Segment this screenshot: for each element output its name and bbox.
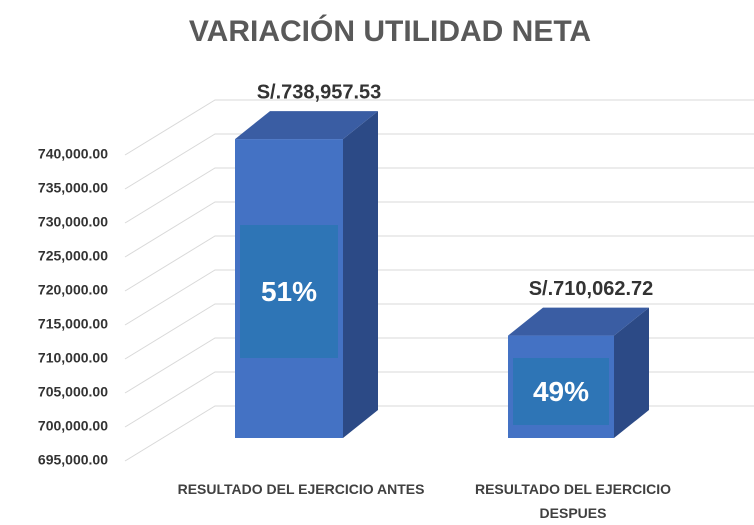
x-tick-label: RESULTADO DEL EJERCICIO ANTES <box>177 481 425 497</box>
grid-line <box>124 99 754 156</box>
value-label: S/.738,957.53 <box>257 81 382 103</box>
y-tick-label: 710,000.00 <box>38 350 108 366</box>
grid-line <box>124 371 754 428</box>
y-tick-label: 730,000.00 <box>38 214 108 230</box>
bar-top <box>508 307 649 336</box>
chart-title: VARIACIÓN UTILIDAD NETA <box>189 14 591 48</box>
x-tick-label: RESULTADO DEL EJERCICIO DESPUES <box>474 481 672 521</box>
share-box <box>513 358 609 425</box>
bar-side <box>343 111 378 438</box>
y-tick-label: 695,000.00 <box>38 452 108 468</box>
y-tick-label: 700,000.00 <box>38 418 108 434</box>
grid-line <box>124 133 754 190</box>
grid-line <box>124 167 754 224</box>
y-tick-label: 735,000.00 <box>38 180 108 196</box>
share-label: 51% <box>261 276 317 307</box>
bar-side <box>614 307 649 438</box>
grid-line <box>124 269 754 326</box>
y-tick-label: 705,000.00 <box>38 384 108 400</box>
y-tick-label: 740,000.00 <box>38 146 108 162</box>
grid-line <box>124 405 754 462</box>
share-label: 49% <box>533 376 589 407</box>
grid-line <box>124 235 754 292</box>
y-tick-label: 715,000.00 <box>38 316 108 332</box>
grid-line <box>124 337 754 394</box>
grid-line <box>124 303 754 360</box>
bar-top <box>235 111 378 140</box>
y-tick-label: 725,000.00 <box>38 248 108 264</box>
share-box <box>240 225 338 358</box>
grid-line <box>124 201 754 258</box>
value-label: S/.710,062.72 <box>529 278 654 300</box>
y-tick-label: 720,000.00 <box>38 282 108 298</box>
